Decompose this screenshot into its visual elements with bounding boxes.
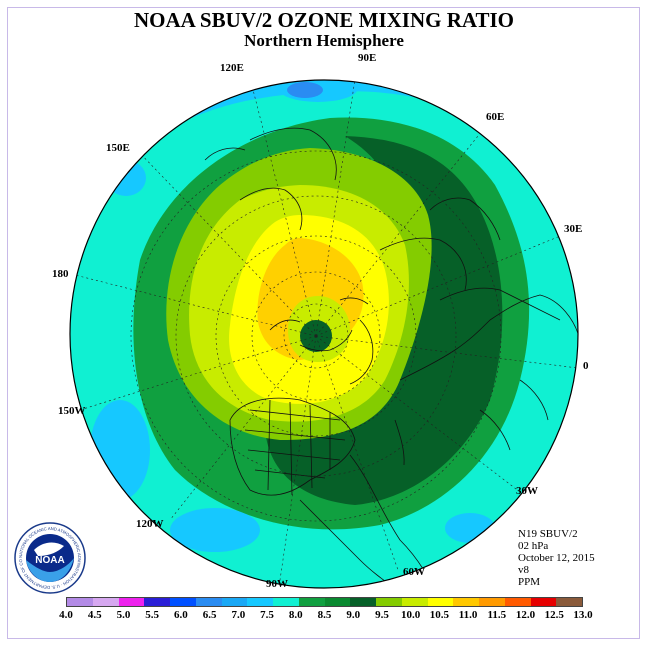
colorbar-swatch <box>273 598 299 606</box>
colorbar-tick-label: 6.0 <box>174 609 188 621</box>
colorbar-swatch <box>195 598 222 606</box>
colorbar-tick-label: 12.5 <box>544 609 564 621</box>
map-disk-border <box>69 79 579 589</box>
colorbar-swatch <box>67 598 93 606</box>
colorbar-tick-label: 7.5 <box>260 609 274 621</box>
lon-label-90e: 90E <box>358 52 377 64</box>
colorbar-tick-label: 5.0 <box>116 609 131 621</box>
page-subtitle: Northern Hemisphere <box>244 31 404 50</box>
coastlines <box>204 127 578 588</box>
colorbar-swatch <box>376 598 402 606</box>
colorbar-tick-label: 10.0 <box>401 609 421 621</box>
colorbar-swatch <box>324 598 351 606</box>
colorbar <box>66 597 583 607</box>
instrument-name: N19 SBUV/2 <box>518 528 578 540</box>
colorbar-tick-label: 6.5 <box>202 609 217 621</box>
lon-label-60w: 60W <box>403 566 425 578</box>
colorbar-swatch <box>427 598 454 606</box>
lon-label-90w: 90W <box>266 578 288 590</box>
lon-label-120e: 120E <box>220 62 244 74</box>
field-patch-upper-left <box>287 82 323 98</box>
colorbar-swatch <box>401 598 428 606</box>
colorbar-tick-label: 11.5 <box>487 609 507 621</box>
colorbar-swatch <box>530 598 557 606</box>
colorbar-swatch <box>350 598 376 606</box>
colorbar-tick-label: 13.0 <box>573 609 593 621</box>
field-patch-left <box>106 160 146 196</box>
product-info: N19 SBUV/2 02 hPa October 12, 2015 v8 PP… <box>518 528 595 588</box>
ozone-field <box>70 80 578 588</box>
colorbar-swatch <box>556 598 582 606</box>
colorbar-tick-label: 10.5 <box>429 609 449 621</box>
lon-label-180: 180 <box>52 268 69 280</box>
colorbar-tick-label: 9.5 <box>375 609 389 621</box>
lon-label-150w: 150W <box>58 405 86 417</box>
observation-date: October 12, 2015 <box>518 552 595 564</box>
colorbar-swatch <box>92 598 119 606</box>
colorbar-tick-label: 7.0 <box>231 609 246 621</box>
page-title: NOAA SBUV/2 OZONE MIXING RATIO <box>134 8 514 32</box>
graticule <box>74 80 578 581</box>
colorbar-swatch <box>118 598 145 606</box>
lon-label-0: 0 <box>583 360 589 372</box>
colorbar-swatch <box>453 598 479 606</box>
lon-label-30w: 30W <box>516 485 538 497</box>
lon-label-120w: 120W <box>136 518 164 530</box>
data-version: v8 <box>518 564 529 576</box>
colorbar-swatch <box>221 598 248 606</box>
colorbar-swatch <box>479 598 505 606</box>
noaa-logo-text: NOAA <box>35 555 64 566</box>
colorbar-swatch <box>247 598 273 606</box>
lon-label-30e: 30E <box>564 223 583 235</box>
colorbar-ticks: 4.0 4.5 5.0 5.5 6.0 6.5 7.0 7.5 8.0 8.5 9.0 9.5 10.0… <box>0 609 648 623</box>
colorbar-tick-label: 8.0 <box>288 609 303 621</box>
colorbar-tick-label: 4.0 <box>59 609 73 621</box>
colorbar-tick-label: 11.0 <box>458 609 478 621</box>
colorbar-swatch <box>298 598 325 606</box>
colorbar-tick-label: 5.5 <box>145 609 160 621</box>
figure-frame <box>7 7 640 639</box>
colorbar-swatch <box>504 598 531 606</box>
colorbar-swatch <box>170 598 196 606</box>
colorbar-swatch <box>144 598 170 606</box>
pressure-level: 02 hPa <box>518 540 549 552</box>
units-label: PPM <box>518 576 541 588</box>
colorbar-tick-label: 9.0 <box>346 609 361 621</box>
colorbar-tick-label: 4.5 <box>87 609 102 621</box>
noaa-logo: NOAA NATIONAL OCEANIC AND ATMOSPHERIC AD… <box>14 522 86 594</box>
lon-label-60e: 60E <box>486 111 505 123</box>
field-patch-bottom <box>170 508 260 552</box>
colorbar-tick-label: 12.0 <box>515 609 536 621</box>
colorbar-tick-label: 8.5 <box>317 609 332 621</box>
lon-label-150e: 150E <box>106 142 130 154</box>
